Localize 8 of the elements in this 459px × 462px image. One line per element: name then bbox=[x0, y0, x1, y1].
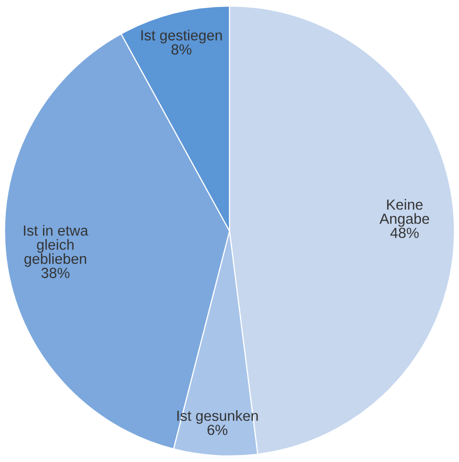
data-label: 6% bbox=[208, 424, 228, 436]
slice-label: Ist in etwa gleich geblieben bbox=[24, 225, 88, 267]
data-label: 8% bbox=[171, 44, 192, 55]
slice-label: Keine Angabe bbox=[380, 199, 430, 227]
data-label: 48% bbox=[390, 228, 419, 238]
data-label: 38% bbox=[41, 268, 70, 278]
slice-label: Ist gestiegen bbox=[141, 30, 222, 44]
slice-label: Ist gesunken bbox=[177, 410, 258, 424]
